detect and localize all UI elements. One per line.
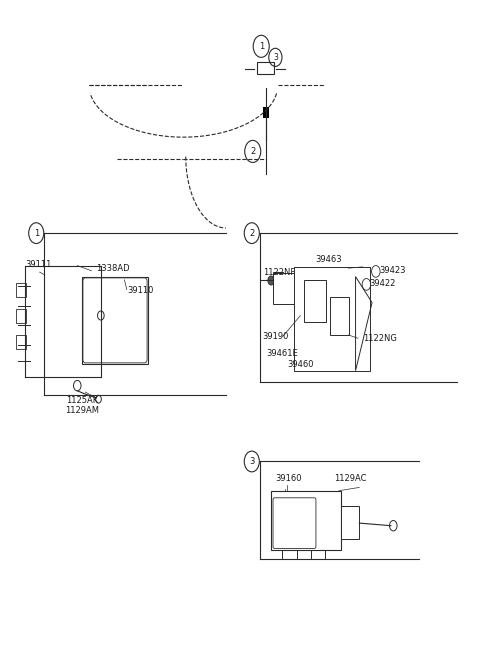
Text: 1338AD: 1338AD (96, 264, 130, 273)
Text: 39463: 39463 (315, 255, 342, 263)
FancyBboxPatch shape (341, 506, 360, 539)
Text: 1122NG: 1122NG (362, 334, 396, 343)
Text: 1129AM: 1129AM (65, 405, 99, 415)
Text: 1: 1 (259, 42, 264, 51)
Text: 39460: 39460 (287, 359, 313, 369)
FancyBboxPatch shape (271, 491, 341, 551)
Text: 1: 1 (34, 229, 39, 238)
Text: 39190: 39190 (263, 332, 289, 341)
Text: 39110: 39110 (128, 286, 154, 296)
Text: 2: 2 (250, 147, 255, 156)
Text: 39160: 39160 (276, 474, 302, 483)
Text: 39461E: 39461E (266, 349, 298, 357)
Text: 39422: 39422 (370, 279, 396, 288)
FancyBboxPatch shape (330, 298, 349, 335)
FancyBboxPatch shape (82, 277, 148, 364)
FancyBboxPatch shape (16, 335, 26, 350)
Text: 1122NF: 1122NF (263, 267, 295, 277)
Text: 2: 2 (249, 229, 254, 238)
Text: 1125AK: 1125AK (66, 396, 98, 405)
FancyBboxPatch shape (304, 280, 326, 322)
Circle shape (268, 276, 275, 285)
Text: 39423: 39423 (379, 265, 406, 275)
FancyBboxPatch shape (256, 62, 275, 74)
FancyBboxPatch shape (16, 283, 26, 298)
Bar (263, 107, 269, 118)
Text: 39111: 39111 (25, 260, 52, 269)
Text: 3: 3 (273, 53, 278, 62)
Text: 3: 3 (249, 457, 254, 466)
FancyBboxPatch shape (294, 267, 370, 371)
FancyBboxPatch shape (273, 272, 283, 288)
FancyBboxPatch shape (16, 309, 26, 323)
FancyBboxPatch shape (273, 498, 316, 549)
Text: 1129AC: 1129AC (335, 474, 367, 483)
FancyBboxPatch shape (273, 273, 298, 304)
FancyBboxPatch shape (83, 278, 147, 363)
